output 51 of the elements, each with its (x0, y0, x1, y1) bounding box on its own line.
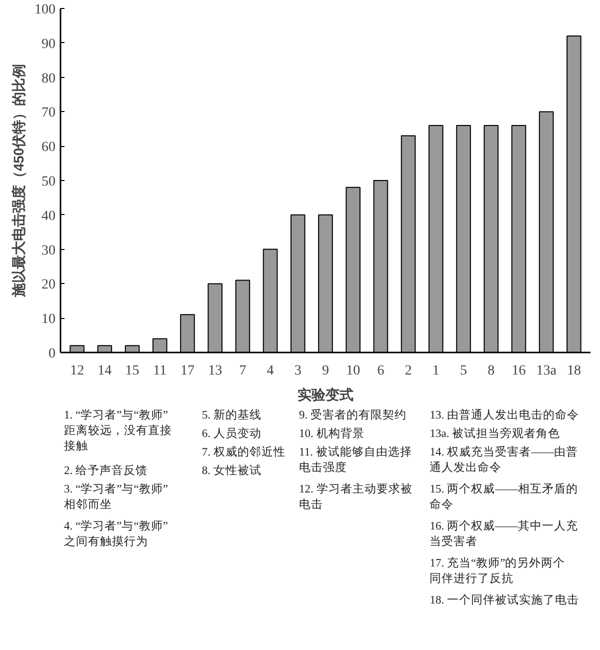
x-tick-label: 8 (488, 364, 495, 378)
x-tick-label: 9 (322, 364, 329, 378)
text: 4. “学习者”与“教师”之间有触摸行为 (64, 520, 168, 548)
text: 6. 人员变动 (202, 426, 262, 440)
text: 11. 被试能够自由选择电击强度 (299, 446, 412, 474)
text: 10. 机构背景 (299, 427, 364, 440)
text: 18. 一个同伴被试实施了电击 (430, 592, 579, 606)
text: 1. “学习者”与“教师”距离较远，没有直接接触 (64, 408, 172, 453)
x-axis-title: 实验变式 (298, 386, 354, 402)
text: 17. 充当“教师”的另外两个同伴进行了反抗 (430, 556, 566, 586)
text: 9. 受害者的有限契约 (299, 408, 406, 422)
x-tick-label: 3 (294, 364, 302, 378)
y-tick-label: 30 (42, 243, 56, 258)
x-tick-label: 1 (432, 364, 440, 378)
x-tick-label: 17 (180, 364, 194, 378)
x-tick-label: 4 (266, 364, 274, 378)
y-tick-label: 50 (42, 174, 56, 190)
text: 14. 权威充当受害者——由普通人发出命令 (430, 444, 578, 474)
x-tick-label: 12 (70, 364, 84, 378)
x-tick-label: 6 (377, 364, 384, 378)
x-tick-label: 10 (346, 364, 360, 378)
x-tick-label: 18 (566, 364, 581, 378)
y-tick-label: 70 (42, 106, 56, 121)
x-tick-label: 2 (404, 364, 412, 378)
y-axis-title: 施以最大电击强度（450伏特）的比例 (10, 64, 26, 298)
text: 12. 学习者主动要求被电击 (299, 482, 412, 512)
text: 7. 权威的邻近性 (202, 446, 286, 458)
text: 2. 给予声音反馈 (64, 463, 148, 477)
text: 15. 两个权威——相互矛盾的命令 (430, 482, 578, 512)
y-tick-label: 20 (42, 278, 56, 293)
x-tick-label: 7 (239, 364, 246, 378)
text: 13a. 被试担当旁观者角色 (430, 426, 560, 440)
text: 13. 由普通人发出电击的命令 (430, 408, 579, 422)
y-tick-label: 10 (42, 312, 56, 328)
y-tick-label: 0 (48, 346, 56, 362)
x-tick-label: 14 (98, 364, 112, 378)
text: 3. “学习者”与“教师”相邻而坐 (64, 482, 168, 512)
text: 16. 两个权威——其中一人充当受害者 (430, 518, 578, 548)
x-tick-label: 16 (512, 364, 526, 378)
text: 5. 新的基线 (202, 408, 262, 422)
y-tick-label: 100 (34, 2, 56, 18)
x-tick-label: 13 (208, 364, 222, 378)
y-tick-label: 90 (42, 36, 56, 52)
y-tick-label: 40 (42, 208, 56, 224)
text: 8. 女性被试 (202, 464, 262, 477)
y-tick-label: 60 (42, 140, 56, 156)
y-tick-label: 80 (42, 71, 56, 86)
x-tick-label: 13a (536, 364, 558, 378)
x-tick-label: 5 (460, 364, 468, 378)
x-tick-label: 15 (125, 364, 140, 378)
x-tick-label: 11 (153, 364, 167, 378)
